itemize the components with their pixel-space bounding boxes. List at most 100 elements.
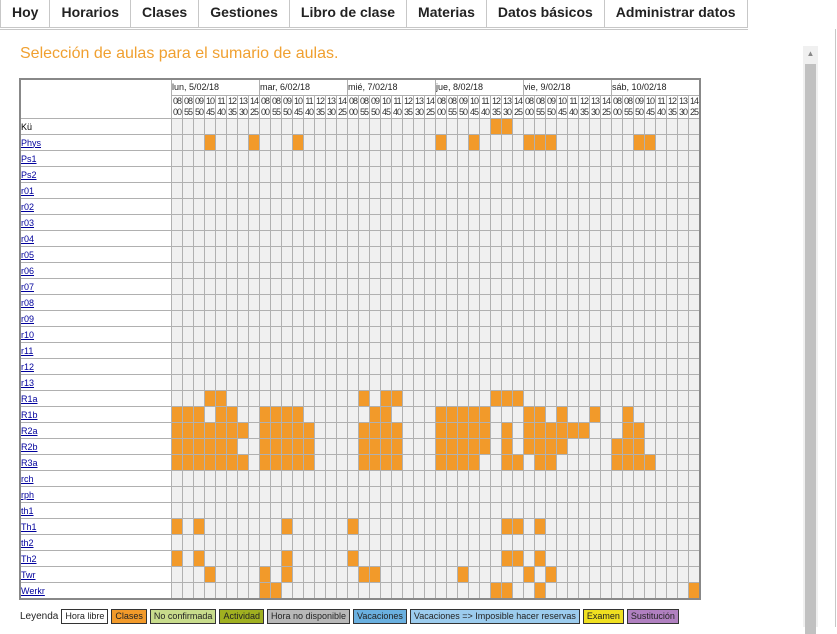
free-slot[interactable]: [600, 134, 612, 151]
free-slot[interactable]: [413, 118, 425, 135]
free-slot[interactable]: [237, 182, 249, 199]
free-slot[interactable]: [512, 566, 524, 583]
free-slot[interactable]: [677, 438, 689, 455]
free-slot[interactable]: [567, 550, 579, 567]
room-link[interactable]: Th1: [21, 521, 37, 532]
free-slot[interactable]: [633, 294, 645, 311]
free-slot[interactable]: [303, 166, 315, 183]
free-slot[interactable]: [391, 230, 403, 247]
free-slot[interactable]: [391, 134, 403, 151]
occupied-slot[interactable]: [369, 406, 381, 423]
free-slot[interactable]: [325, 182, 337, 199]
free-slot[interactable]: [402, 182, 414, 199]
free-slot[interactable]: [413, 518, 425, 535]
free-slot[interactable]: [325, 198, 337, 215]
free-slot[interactable]: [490, 294, 502, 311]
free-slot[interactable]: [413, 534, 425, 551]
free-slot[interactable]: [578, 150, 590, 167]
free-slot[interactable]: [622, 246, 634, 263]
free-slot[interactable]: [457, 582, 469, 600]
free-slot[interactable]: [248, 342, 260, 359]
free-slot[interactable]: [314, 454, 326, 471]
free-slot[interactable]: [578, 518, 590, 535]
free-slot[interactable]: [413, 230, 425, 247]
free-slot[interactable]: [369, 150, 381, 167]
free-slot[interactable]: [655, 406, 667, 423]
free-slot[interactable]: [600, 262, 612, 279]
free-slot[interactable]: [248, 166, 260, 183]
free-slot[interactable]: [402, 198, 414, 215]
free-slot[interactable]: [237, 390, 249, 407]
free-slot[interactable]: [523, 294, 535, 311]
free-slot[interactable]: [391, 294, 403, 311]
occupied-slot[interactable]: [347, 550, 359, 567]
free-slot[interactable]: [567, 582, 579, 600]
free-slot[interactable]: [347, 374, 359, 391]
free-slot[interactable]: [501, 374, 513, 391]
free-slot[interactable]: [622, 198, 634, 215]
occupied-slot[interactable]: [347, 518, 359, 535]
free-slot[interactable]: [226, 150, 238, 167]
occupied-slot[interactable]: [380, 390, 392, 407]
nav-item-clases[interactable]: Clases: [131, 0, 200, 28]
free-slot[interactable]: [611, 198, 623, 215]
free-slot[interactable]: [237, 550, 249, 567]
free-slot[interactable]: [688, 502, 701, 519]
free-slot[interactable]: [457, 246, 469, 263]
nav-item-materias[interactable]: Materias: [407, 0, 487, 28]
free-slot[interactable]: [358, 294, 370, 311]
free-slot[interactable]: [171, 278, 183, 295]
free-slot[interactable]: [215, 582, 227, 600]
free-slot[interactable]: [567, 278, 579, 295]
free-slot[interactable]: [391, 502, 403, 519]
free-slot[interactable]: [226, 214, 238, 231]
free-slot[interactable]: [457, 550, 469, 567]
free-slot[interactable]: [611, 342, 623, 359]
free-slot[interactable]: [424, 262, 436, 279]
free-slot[interactable]: [292, 246, 304, 263]
free-slot[interactable]: [589, 150, 601, 167]
free-slot[interactable]: [677, 534, 689, 551]
free-slot[interactable]: [325, 550, 337, 567]
free-slot[interactable]: [270, 134, 282, 151]
free-slot[interactable]: [622, 470, 634, 487]
free-slot[interactable]: [457, 134, 469, 151]
free-slot[interactable]: [655, 134, 667, 151]
free-slot[interactable]: [567, 214, 579, 231]
free-slot[interactable]: [611, 326, 623, 343]
free-slot[interactable]: [314, 182, 326, 199]
free-slot[interactable]: [490, 150, 502, 167]
free-slot[interactable]: [237, 166, 249, 183]
free-slot[interactable]: [556, 374, 568, 391]
free-slot[interactable]: [270, 262, 282, 279]
free-slot[interactable]: [424, 118, 436, 135]
free-slot[interactable]: [226, 534, 238, 551]
free-slot[interactable]: [226, 262, 238, 279]
free-slot[interactable]: [226, 278, 238, 295]
free-slot[interactable]: [567, 502, 579, 519]
free-slot[interactable]: [358, 486, 370, 503]
free-slot[interactable]: [479, 582, 491, 600]
free-slot[interactable]: [644, 342, 656, 359]
free-slot[interactable]: [248, 118, 260, 135]
free-slot[interactable]: [347, 454, 359, 471]
free-slot[interactable]: [281, 166, 293, 183]
occupied-slot[interactable]: [391, 438, 403, 455]
free-slot[interactable]: [655, 358, 667, 375]
free-slot[interactable]: [600, 342, 612, 359]
free-slot[interactable]: [336, 374, 348, 391]
free-slot[interactable]: [413, 278, 425, 295]
occupied-slot[interactable]: [446, 422, 458, 439]
free-slot[interactable]: [347, 438, 359, 455]
free-slot[interactable]: [314, 438, 326, 455]
free-slot[interactable]: [435, 278, 447, 295]
free-slot[interactable]: [589, 246, 601, 263]
free-slot[interactable]: [270, 246, 282, 263]
free-slot[interactable]: [171, 358, 183, 375]
free-slot[interactable]: [325, 230, 337, 247]
occupied-slot[interactable]: [369, 422, 381, 439]
free-slot[interactable]: [292, 182, 304, 199]
occupied-slot[interactable]: [270, 406, 282, 423]
free-slot[interactable]: [336, 294, 348, 311]
free-slot[interactable]: [600, 198, 612, 215]
